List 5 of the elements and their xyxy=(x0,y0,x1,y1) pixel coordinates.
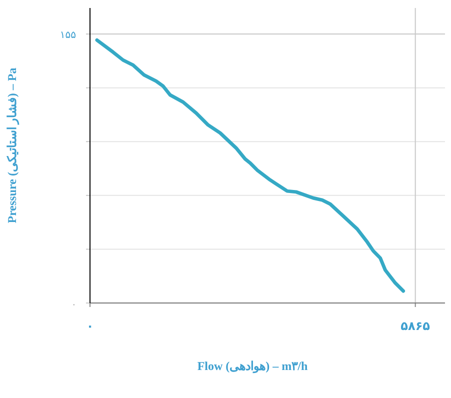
x-tick-label: ۵۸۶۵ xyxy=(400,319,430,333)
line-series xyxy=(95,38,406,293)
y-axis-title: Pressure (فشار استاتیکی) – Pa xyxy=(5,68,20,224)
y-tick-label: ۱۵۵ xyxy=(60,30,76,42)
x-axis-title: Flow (هوادهی) – m۳/h xyxy=(197,359,308,374)
